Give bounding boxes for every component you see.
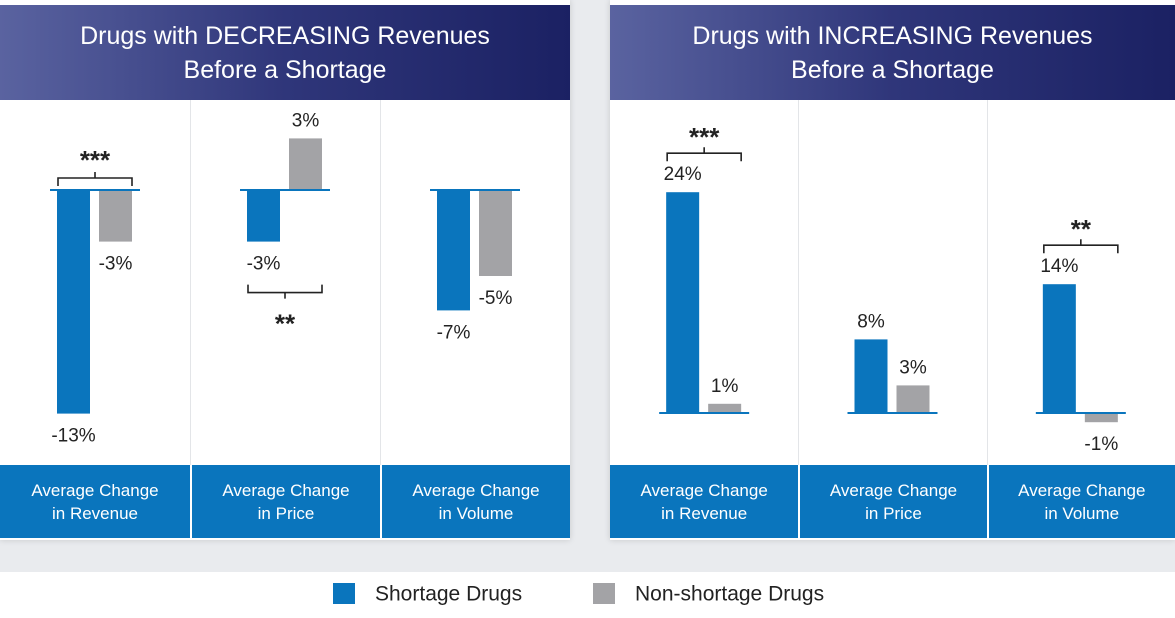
value-label: 8%	[857, 311, 885, 332]
category-label: Average Change in Revenue	[640, 480, 768, 523]
value-label: 14%	[1040, 256, 1078, 277]
value-label: 24%	[664, 164, 702, 185]
category-label-box: Average Change in Price	[800, 465, 987, 538]
value-label: 1%	[711, 376, 739, 397]
value-label: -13%	[51, 426, 95, 447]
divider	[798, 100, 800, 465]
significance-stars: **	[1071, 214, 1092, 244]
bar	[247, 190, 280, 242]
value-label: 3%	[899, 357, 927, 378]
panel-title: Drugs with INCREASING Revenues Before a …	[610, 5, 1175, 100]
bar	[708, 403, 742, 413]
bar	[1042, 284, 1076, 413]
category-label: Average Change in Price	[829, 480, 958, 523]
divider	[986, 100, 988, 465]
significance-bracket	[247, 284, 323, 299]
category-label-box: Average Change in Revenue	[610, 465, 799, 538]
category-label: Average Change in Volume	[412, 480, 540, 523]
legend	[0, 572, 1175, 618]
panel-title: Drugs with DECREASING Revenues Before a …	[0, 5, 570, 100]
category-label: Average Change in Volume	[1018, 480, 1146, 523]
divider	[190, 100, 191, 465]
significance-bracket	[57, 172, 133, 186]
value-label: -5%	[479, 288, 513, 309]
bar	[289, 138, 322, 190]
significance-bracket	[666, 147, 742, 162]
legend-label: Non-shortage Drugs	[635, 583, 824, 606]
category-label-box: Average Change in Volume	[988, 465, 1175, 538]
significance-stars: ***	[80, 145, 111, 175]
category-label-box: Average Change in Volume	[382, 465, 570, 538]
bar	[57, 190, 90, 414]
divider	[380, 100, 381, 465]
category-label-box: Average Change in Revenue	[0, 465, 190, 538]
category-label: Average Change in Revenue	[31, 480, 159, 523]
bar	[99, 190, 132, 242]
bar	[479, 190, 512, 276]
bar	[666, 192, 700, 413]
bar	[896, 385, 930, 413]
bar	[854, 339, 888, 413]
category-label: Average Change in Price	[222, 480, 350, 523]
value-label: -7%	[437, 322, 471, 343]
bar	[437, 190, 470, 311]
value-label: -3%	[99, 254, 133, 275]
significance-stars: **	[275, 308, 296, 338]
legend-swatch	[593, 583, 615, 604]
legend-label: Shortage Drugs	[375, 583, 522, 606]
category-label-box: Average Change in Price	[192, 465, 380, 538]
value-label: -1%	[1084, 434, 1118, 455]
significance-stars: ***	[689, 122, 720, 152]
value-label: -3%	[247, 254, 281, 275]
legend-swatch	[333, 583, 355, 604]
significance-bracket	[1043, 239, 1119, 254]
bar	[1084, 413, 1118, 423]
value-label: 3%	[292, 110, 320, 131]
